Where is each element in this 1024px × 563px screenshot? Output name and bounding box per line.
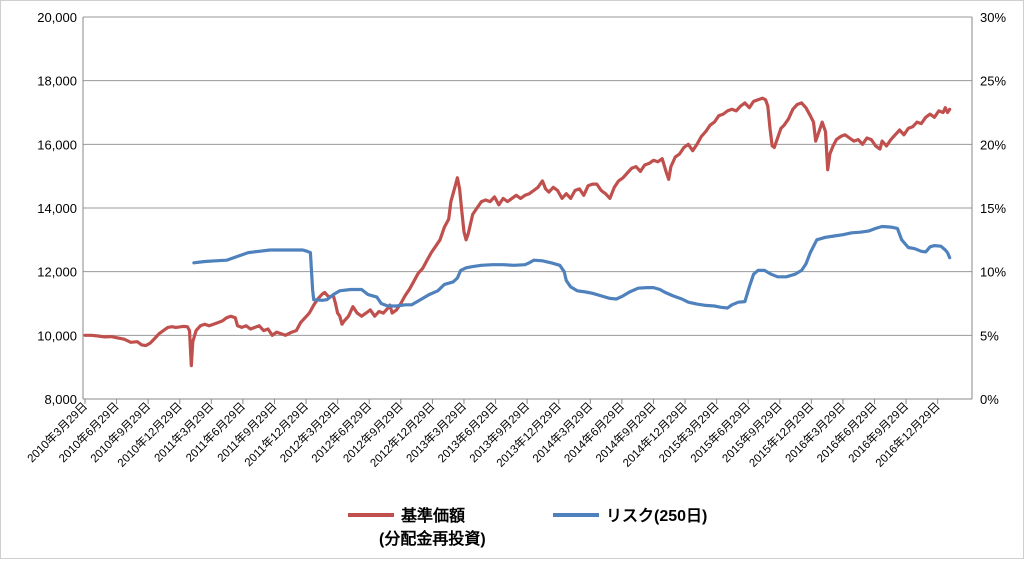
- legend-label-risk: リスク(250日): [606, 507, 707, 525]
- x-tick-label: 2010年3月29日: [24, 399, 90, 465]
- series-line-risk: [192, 224, 952, 310]
- left-y-axis: 8,000 10,000 12,000 14,000 16,000 18,000 20,00…: [37, 10, 84, 407]
- y-left-tick-label: 8,000: [44, 392, 77, 407]
- y-right-tick-label: 25%: [980, 74, 1006, 89]
- y-right-tick-label: 30%: [980, 10, 1006, 25]
- y-right-tick-label: 5%: [980, 328, 999, 343]
- y-left-tick-label: 12,000: [37, 265, 77, 280]
- y-right-tick-label: 20%: [980, 137, 1006, 152]
- y-left-tick-label: 20,000: [37, 10, 77, 25]
- y-left-tick-label: 14,000: [37, 201, 77, 216]
- y-left-tick-label: 16,000: [37, 137, 77, 152]
- y-left-tick-label: 10,000: [37, 328, 77, 343]
- y-right-tick-label: 0%: [980, 392, 999, 407]
- x-axis: 2010年3月29日2010年6月29日2010年9月29日2010年12月29…: [24, 399, 943, 470]
- y-right-tick-label: 15%: [980, 201, 1006, 216]
- series-line-nav: [83, 96, 952, 368]
- series-lines: [83, 96, 952, 368]
- right-y-axis: 0% 5% 10% 15% 20% 25% 30%: [971, 10, 1006, 407]
- legend-label-nav-line1: 基準価額: [400, 506, 465, 525]
- gridlines: [83, 16, 972, 400]
- legend: 基準価額 (分配金再投資) リスク(250日): [348, 506, 707, 548]
- legend-label-nav-line2: (分配金再投資): [379, 529, 486, 548]
- y-left-tick-label: 18,000: [37, 74, 77, 89]
- y-right-tick-label: 10%: [980, 265, 1006, 280]
